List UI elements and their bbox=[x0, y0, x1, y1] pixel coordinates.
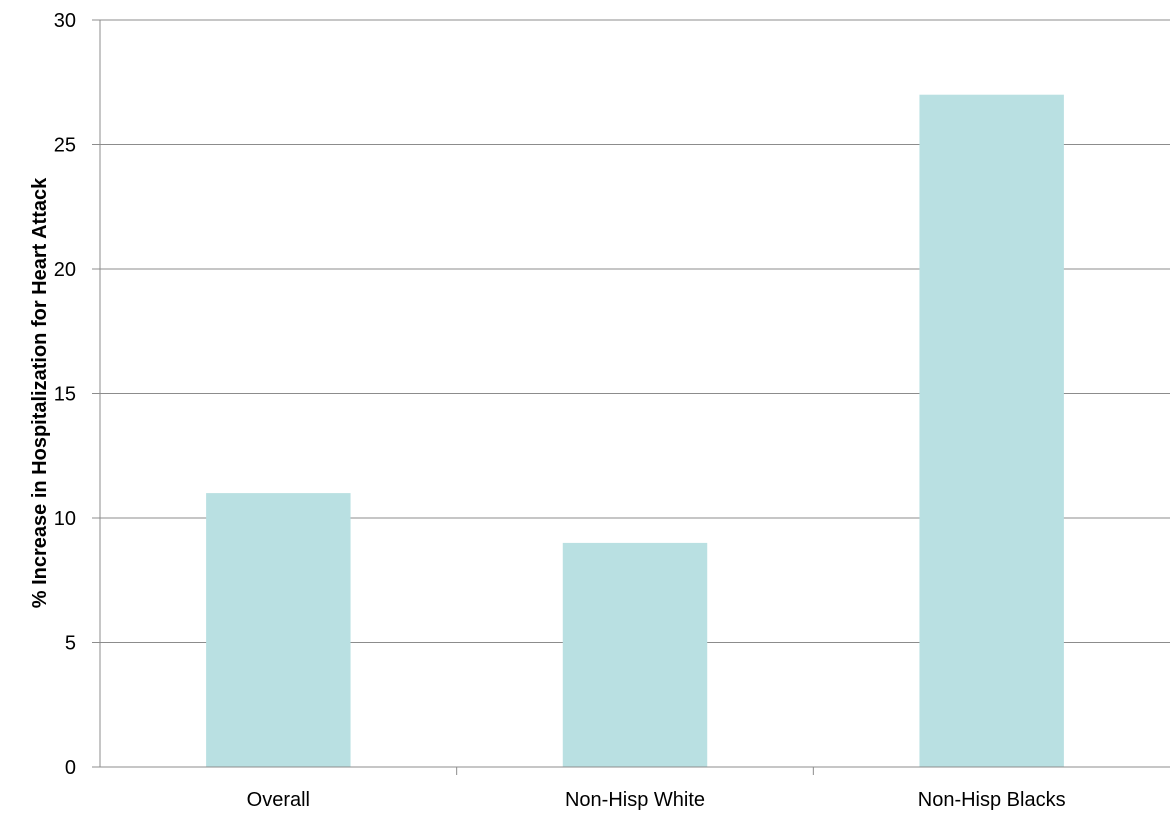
x-tick-label: Non-Hisp White bbox=[565, 789, 705, 811]
y-tick-label: 15 bbox=[54, 384, 76, 406]
bar-overall bbox=[206, 493, 351, 767]
y-tick-label: 30 bbox=[54, 10, 76, 32]
y-axis-title: % Increase in Hospitalization for Heart … bbox=[29, 177, 51, 608]
bar-non-hisp-white bbox=[562, 542, 708, 767]
x-tick-label: Non-Hisp Blacks bbox=[918, 789, 1066, 811]
y-tick-label: 25 bbox=[54, 135, 76, 157]
y-tick-label: 20 bbox=[54, 259, 76, 281]
y-tick-labels: 0 5 10 15 20 25 30 bbox=[54, 10, 76, 779]
bar-non-hisp-blacks bbox=[919, 94, 1064, 767]
axes bbox=[92, 19, 1170, 775]
y-tick-label: 0 bbox=[65, 757, 76, 779]
x-tick-labels: Overall Non-Hisp White Non-Hisp Blacks bbox=[247, 789, 1066, 811]
y-tick-label: 10 bbox=[54, 508, 76, 530]
y-tick-label: 5 bbox=[65, 633, 76, 655]
bars bbox=[206, 94, 1064, 767]
x-tick-label: Overall bbox=[247, 789, 310, 811]
